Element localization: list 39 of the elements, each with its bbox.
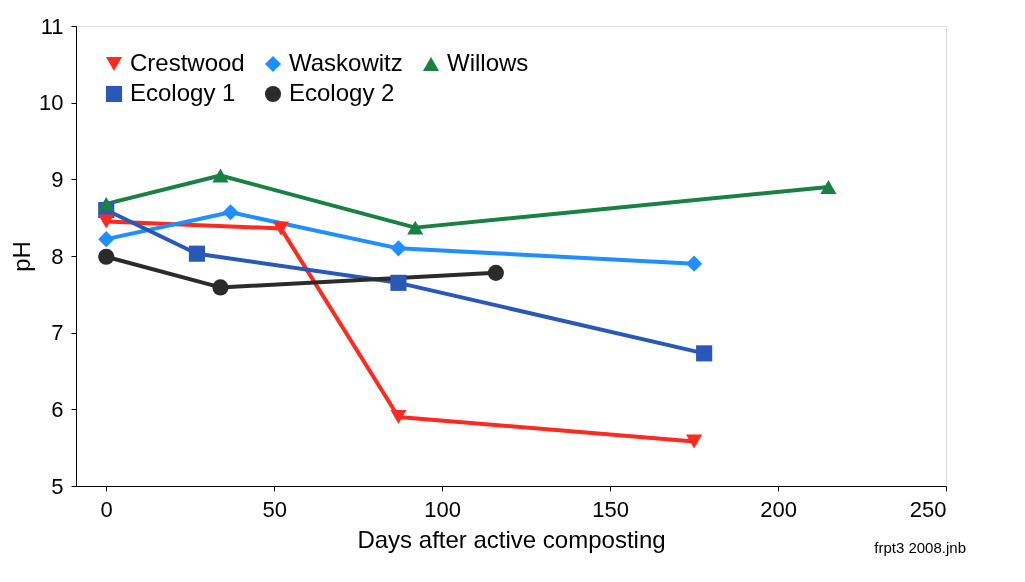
point (390, 410, 407, 424)
x-axis-title: Days after active composting (357, 525, 666, 553)
legend-label: Ecology 2 (289, 79, 395, 106)
legend-label: Ecology 1 (130, 79, 236, 106)
point (407, 220, 424, 235)
point (390, 240, 407, 257)
point (222, 204, 239, 221)
x-tick-label: 200 (760, 496, 797, 522)
point (686, 255, 703, 272)
point (98, 196, 115, 211)
legend-label: Crestwood (130, 49, 245, 76)
point (696, 345, 713, 362)
point (188, 245, 205, 262)
y-tick-label: 5 (51, 473, 64, 499)
x-tick-label: 50 (262, 496, 287, 522)
point (212, 279, 229, 296)
x-tick-label: 100 (424, 496, 461, 522)
text: frpt3 2008.jnb (874, 539, 966, 556)
point (212, 168, 229, 183)
legend-label: Willows (447, 49, 529, 76)
y-tick-label: 6 (51, 396, 64, 422)
y-tick-label: 11 (40, 13, 64, 39)
x-tick-label: 150 (592, 496, 629, 522)
x-tick-label: 0 (100, 496, 113, 522)
y-axis-title: pH (8, 241, 36, 272)
point (98, 248, 115, 265)
y-tick-label: 7 (51, 320, 64, 346)
point (98, 214, 115, 229)
legend-label: Waskowitz (289, 49, 403, 76)
x-tick-label: 250 (909, 496, 947, 522)
point (98, 231, 115, 248)
point (820, 180, 837, 194)
point (272, 221, 289, 236)
point (487, 264, 504, 281)
y-tick-label: 9 (51, 166, 64, 192)
point (686, 434, 703, 449)
point (390, 274, 407, 291)
y-tick-label: 8 (51, 243, 64, 269)
y-tick-label: 10 (39, 90, 64, 116)
